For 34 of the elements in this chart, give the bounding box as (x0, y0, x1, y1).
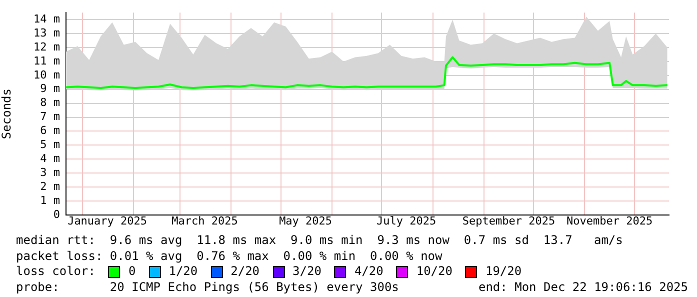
y-tick-label: 1 m (40, 194, 60, 207)
y-tick-label: 5 m (40, 138, 60, 152)
legend-label: 4/20 (354, 264, 384, 280)
y-tick-label: 13 m (34, 26, 60, 40)
y-tick-label: 2 m (40, 180, 60, 193)
y-tick-label: 0 (53, 208, 60, 221)
legend-label: 2/20 (230, 264, 260, 280)
legend-label: 0 (128, 264, 136, 280)
text: probe: 20 ICMP Echo Pings (56 Bytes) every 300s (16, 280, 399, 295)
y-tick-label: 6 m (40, 124, 60, 138)
x-tick-label: July 2025 (376, 214, 436, 228)
y-tick-label: 14 m (34, 12, 60, 26)
legend-title: loss color: (16, 264, 96, 280)
y-tick-label: 3 m (40, 166, 60, 179)
text: median rtt: 9.6 ms avg 11.8 ms max 9.0 ms min 9.3 ms now 0.7 ms sd 13.7 am/s (16, 233, 624, 248)
legend-label: 19/20 (485, 264, 522, 280)
x-tick-label: May 2025 (279, 214, 332, 228)
y-tick-label: 8 m (40, 96, 60, 110)
x-tick-label: November 2025 (566, 214, 653, 228)
y-tick-label: 12 m (34, 40, 60, 54)
y-axis-title: Seconds (0, 88, 14, 140)
y-tick-label: 9 m (40, 82, 60, 96)
text: packet loss: 0.01 % avg 0.76 % max 0.00 % min 0.00 % now (16, 248, 444, 264)
y-tick-label: 11 m (34, 54, 60, 68)
x-tick-label: January 2025 (68, 214, 148, 228)
text: end: Mon Dec 22 19:06:16 2025 (478, 280, 688, 295)
legend-label: 10/20 (416, 264, 452, 280)
y-tick-label: 4 m (40, 152, 60, 166)
x-tick-label: September 2025 (462, 214, 556, 228)
x-tick-label: March 2025 (172, 214, 238, 228)
y-tick-label: 10 m (34, 68, 60, 82)
y-tick-label: 7 m (40, 110, 60, 124)
legend-label: 3/20 (292, 264, 322, 280)
legend-label: 1/20 (168, 264, 198, 280)
